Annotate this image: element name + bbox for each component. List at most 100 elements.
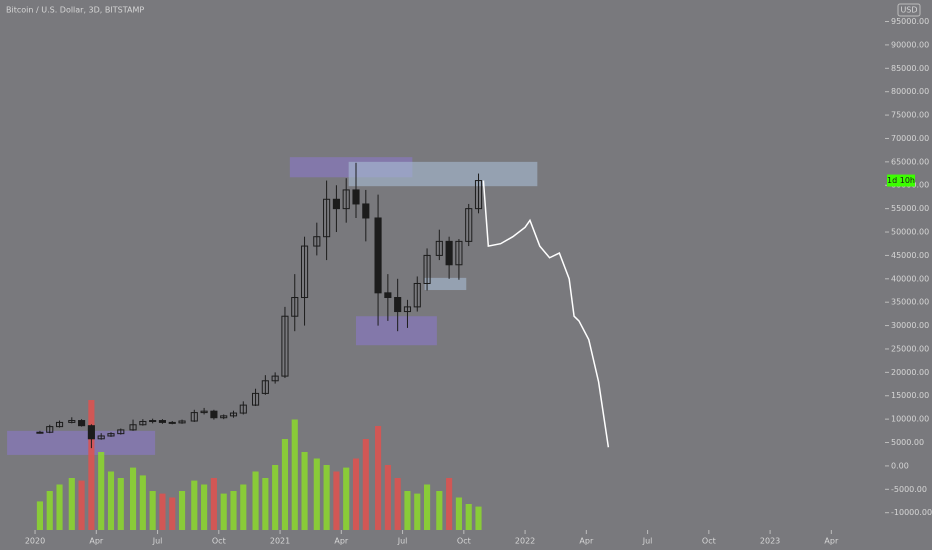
candle-body <box>129 424 137 431</box>
zone <box>7 430 156 455</box>
volume-bar <box>343 467 350 530</box>
candle-body <box>352 189 360 205</box>
y-tick-label: 90000.00 <box>891 40 929 49</box>
candle-body <box>210 410 218 419</box>
candle-body <box>313 236 321 247</box>
volume-bar <box>404 491 411 530</box>
candle-body <box>374 217 382 294</box>
candle-body <box>229 412 238 417</box>
countdown-label: 1d 10h <box>887 176 915 185</box>
volume-bar <box>107 471 115 530</box>
volume-bar <box>78 480 85 530</box>
x-tick-label: 2020 <box>25 537 45 546</box>
volume-bar <box>68 478 75 530</box>
y-tick-label: 15000.00 <box>891 391 929 400</box>
candle-body <box>474 180 483 210</box>
candle-body <box>384 292 392 299</box>
volume-bar <box>291 419 298 530</box>
y-tick-label: 5000.00 <box>891 438 924 447</box>
volume-bar <box>446 478 453 530</box>
volume-bar <box>46 491 53 530</box>
candle-body <box>87 425 95 440</box>
x-tick-label: Apr <box>334 537 349 546</box>
candle-body <box>168 421 176 424</box>
currency: USD <box>900 6 917 15</box>
volume-bar <box>333 471 340 530</box>
candle-body <box>261 380 269 394</box>
volume-bar <box>352 458 360 530</box>
y-tick-label: 40000.00 <box>891 274 929 283</box>
volume-bar <box>88 400 95 530</box>
volume-bar <box>191 480 198 530</box>
candle-body <box>413 282 421 308</box>
candle-body <box>97 435 105 440</box>
zone <box>356 316 437 346</box>
candle-body <box>271 375 279 382</box>
y-tick-label: 35000.00 <box>891 298 929 307</box>
candle-body <box>332 198 340 210</box>
volume-bar <box>262 478 269 530</box>
candle-body <box>251 392 260 406</box>
candle-body <box>158 420 167 423</box>
volume-bar <box>272 465 279 530</box>
candle-body <box>465 208 473 242</box>
zone <box>424 277 467 291</box>
candle-body <box>46 426 54 433</box>
candle-body <box>423 254 431 284</box>
candle-body <box>403 306 412 313</box>
volume-bar <box>424 484 431 530</box>
candle-body <box>190 412 198 422</box>
volume-bar <box>281 439 289 530</box>
y-tick-label: 65000.00 <box>891 157 929 166</box>
y-tick-label: 25000.00 <box>891 344 929 353</box>
volume-bar <box>475 506 482 530</box>
candle-body <box>300 245 309 299</box>
candle-body <box>36 431 44 434</box>
y-tick-label: 95000.00 <box>891 17 929 26</box>
candle-body <box>445 240 453 266</box>
x-tick-label: Oct <box>457 537 471 546</box>
volume-bar <box>129 467 137 530</box>
candle-body <box>342 189 350 210</box>
y-tick-label: 45000.00 <box>891 251 929 260</box>
volume-bar <box>455 497 462 530</box>
candle-body <box>55 421 64 428</box>
candle-body <box>149 420 157 423</box>
volume-bar <box>252 471 259 530</box>
candle-body <box>239 404 247 414</box>
candle-body <box>178 420 186 424</box>
currency-box <box>897 3 921 17</box>
candle-body <box>78 420 86 427</box>
y-tick-label: 0.00 <box>891 461 909 470</box>
x-tick-label: Apr <box>89 537 104 546</box>
y-tick-label: 55000.00 <box>891 204 929 213</box>
volume-bar <box>374 426 382 530</box>
candle-body <box>394 297 402 313</box>
volume-bar <box>117 478 124 530</box>
candle-body <box>323 198 331 238</box>
volume-bar <box>201 484 208 530</box>
x-tick-label: 2022 <box>515 537 535 546</box>
x-tick-label: Jul <box>152 537 163 546</box>
volume-bar <box>36 501 44 530</box>
x-tick-label: 2023 <box>760 537 780 546</box>
candle-body <box>107 433 115 437</box>
volume-bar <box>139 475 146 530</box>
candle-body <box>362 203 370 219</box>
projection-line <box>482 180 610 448</box>
volume-bar <box>98 452 105 530</box>
volume-bar <box>394 478 401 530</box>
volume-bar <box>178 491 186 530</box>
x-tick-label: Jul <box>397 537 408 546</box>
zone <box>348 161 538 187</box>
countdown-box <box>887 174 915 187</box>
candle-body <box>455 240 463 266</box>
x-tick-label: Oct <box>212 537 226 546</box>
candle-body <box>139 420 147 426</box>
volume-bar <box>159 493 166 530</box>
volume-bar <box>414 493 421 530</box>
volume-bar <box>169 497 176 530</box>
chart-title: Bitcoin / U.S. Dollar, 3D, BITSTAMP <box>6 6 144 15</box>
volume-bar <box>210 478 217 530</box>
x-tick-label: Apr <box>824 537 839 546</box>
